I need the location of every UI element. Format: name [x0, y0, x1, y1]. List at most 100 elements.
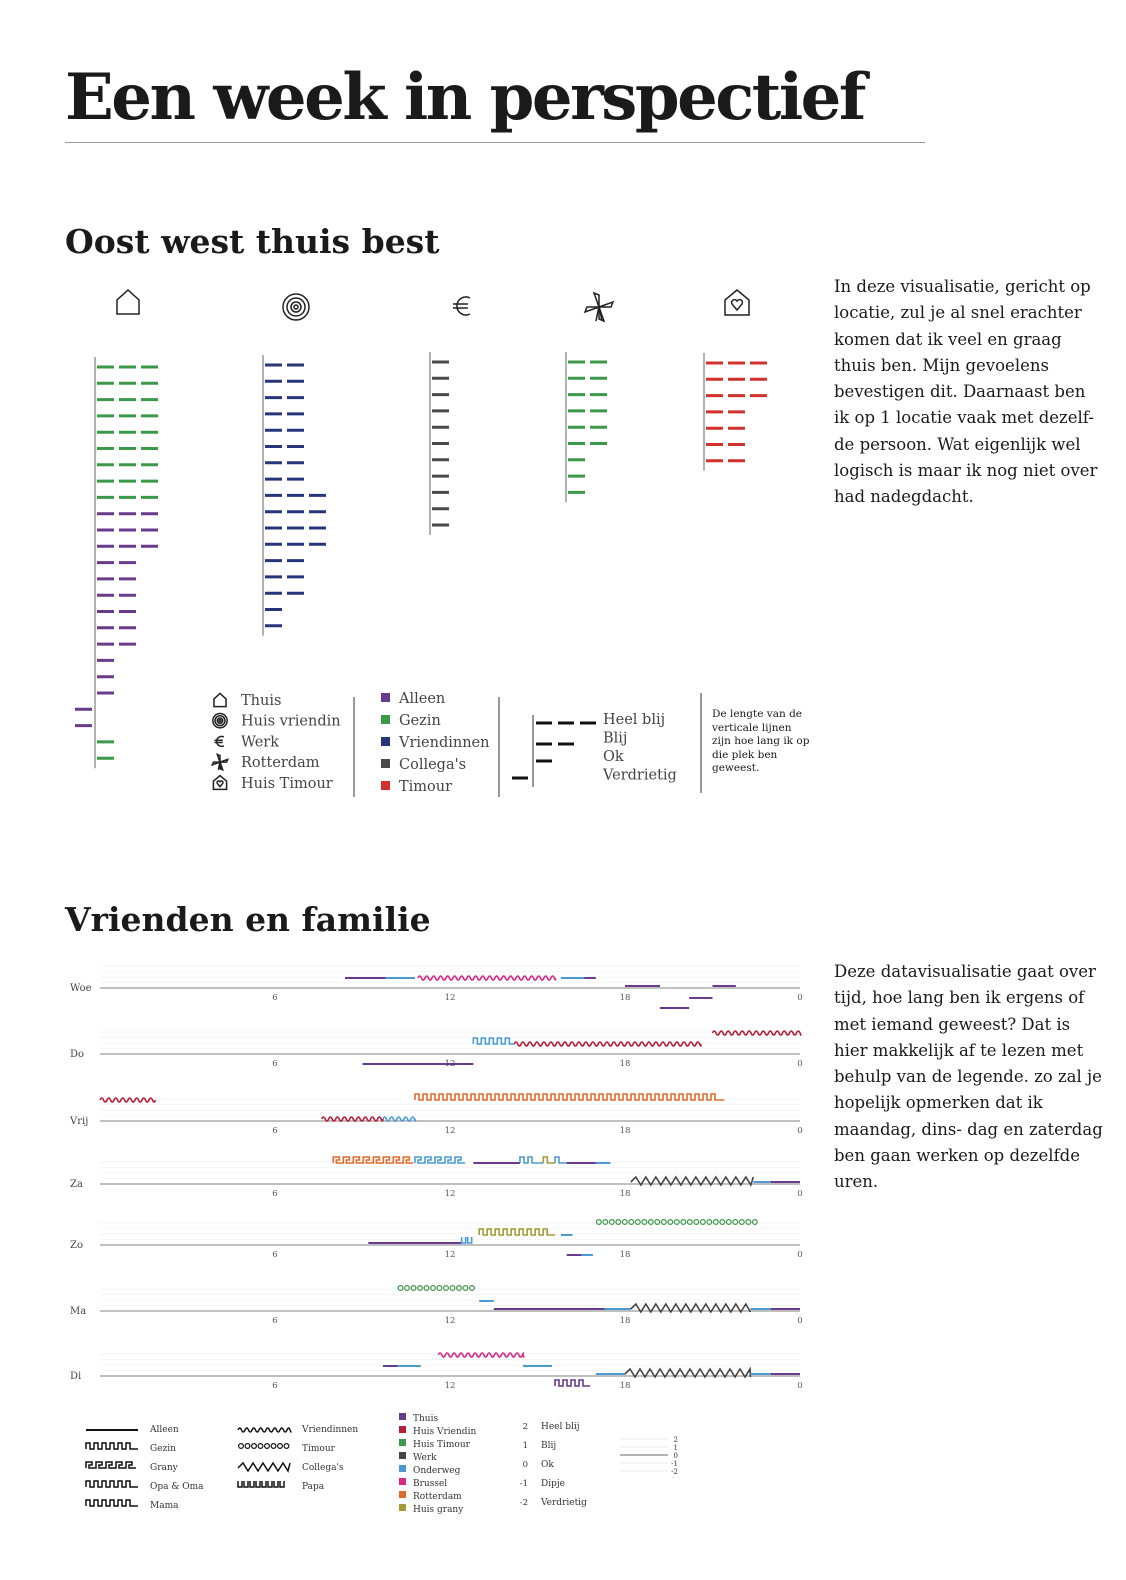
circle-mark: [404, 1285, 411, 1292]
tick-label: 0: [797, 1189, 802, 1199]
tick-label: 18: [620, 1381, 631, 1391]
timeline-segment: [462, 1237, 474, 1243]
legend-pattern-label: Alleen: [149, 1425, 179, 1435]
target-icon: [282, 293, 310, 321]
timeline-segment: [478, 1228, 555, 1236]
timeline-segment: [542, 1156, 555, 1164]
tick-label: 18: [620, 1189, 631, 1199]
circle-mark: [667, 1219, 674, 1226]
timeline-segment: [332, 1156, 414, 1164]
circle-mark: [745, 1219, 752, 1226]
icon-part: [282, 293, 310, 321]
legend-color-swatch: [381, 715, 390, 724]
circle-mark: [430, 1285, 437, 1292]
circle-mark: [417, 1285, 424, 1292]
legend-mood-label: Blij: [603, 731, 627, 747]
day-label: Woe: [70, 983, 92, 994]
legend-pattern-label: Gezin: [150, 1444, 176, 1454]
circle-mark: [706, 1219, 713, 1226]
legend-person-label: Collega's: [399, 757, 466, 773]
legend-pattern-sample: [85, 1499, 138, 1507]
legend-mood-label: Heel blij: [541, 1422, 580, 1432]
legend-color-swatch: [381, 737, 390, 746]
legend-mood-label: Verdrietig: [540, 1498, 587, 1508]
section2-heading: Vrienden en familie: [65, 900, 431, 939]
legend-place-label: Thuis: [413, 1414, 438, 1424]
circle-mark: [270, 1443, 277, 1450]
circle-mark: [732, 1219, 739, 1226]
circle-mark: [693, 1219, 700, 1226]
legend-person-label: Gezin: [399, 713, 441, 729]
circle-mark: [410, 1285, 417, 1292]
tick-label: 12: [445, 1316, 456, 1326]
legend-color-swatch: [381, 693, 390, 702]
circle-mark: [680, 1219, 687, 1226]
icon-part: [216, 717, 224, 725]
legend-place-label: Huis Timour: [413, 1440, 471, 1450]
circle-mark: [634, 1219, 641, 1226]
legend-mood-label: Verdrietig: [602, 768, 677, 784]
tick-label: 6: [272, 1250, 277, 1260]
icon-part: [583, 291, 615, 323]
legend-place-label: Huis Vriendin: [413, 1427, 476, 1437]
circle-mark: [673, 1219, 680, 1226]
tick-label: 12: [445, 993, 456, 1003]
legend-mood-value: 1: [523, 1441, 528, 1451]
timeline-segment: [437, 1352, 525, 1358]
circle-mark: [602, 1219, 609, 1226]
scale-label: 1: [674, 1444, 678, 1452]
legend-pattern-sample: [85, 1442, 138, 1450]
day-label: Do: [70, 1049, 84, 1060]
legend-pattern-label: Collega's: [302, 1463, 344, 1473]
tick-label: 12: [445, 1381, 456, 1391]
legend-pattern-label: Opa & Oma: [150, 1482, 204, 1492]
circle-mark: [725, 1219, 732, 1226]
section1-text: In deze visualisatie, gericht op locatie…: [834, 277, 1098, 507]
legend-color-swatch: [399, 1439, 406, 1446]
legend-color-swatch: [381, 781, 390, 790]
icon-part: [212, 712, 228, 729]
circle-mark: [251, 1443, 258, 1450]
timeline-segment: [711, 1030, 802, 1036]
circle-mark: [719, 1219, 726, 1226]
legend-color-swatch: [399, 1452, 406, 1459]
timeline-segment: [595, 1219, 758, 1226]
legend-mood-label: Blij: [541, 1441, 556, 1451]
icon-part: [290, 301, 302, 313]
circle-mark: [712, 1219, 719, 1226]
tick-label: 0: [797, 1126, 802, 1136]
icon-part: [214, 715, 226, 727]
legend-pattern-sample: [237, 1461, 291, 1473]
title-divider: [65, 142, 925, 143]
icon-part: [215, 735, 225, 748]
circle-mark: [621, 1219, 628, 1226]
legend-mood-label: Heel blij: [603, 712, 665, 728]
legend-person-label: Alleen: [398, 691, 445, 707]
legend-pattern-label: Timour: [302, 1444, 336, 1454]
scale-label: -2: [671, 1468, 678, 1476]
legend-mood-label: Ok: [603, 749, 624, 765]
legend-place-label: Huis Timour: [241, 776, 333, 792]
house-icon: [213, 692, 227, 708]
legend-place-label: Thuis: [241, 693, 281, 709]
legend-mood-label: Dipje: [541, 1479, 565, 1489]
circle-mark: [449, 1285, 456, 1292]
tick-label: 12: [445, 1250, 456, 1260]
icon-part: [286, 297, 306, 317]
timeline-segment: [414, 1156, 465, 1164]
legend-place-label: Brussel: [413, 1479, 447, 1489]
circle-mark: [641, 1219, 648, 1226]
tick-label: 0: [797, 1381, 802, 1391]
legend-note: De lengte van de verticale lijnen zijn h…: [712, 708, 810, 774]
circle-mark: [608, 1219, 615, 1226]
location-diagram: Thuis Huis vriendin Werk Rotterdam Huis Timo…: [75, 288, 767, 797]
icon-part: [210, 753, 230, 772]
timeline-segment: [513, 1041, 702, 1047]
circle-mark: [443, 1285, 450, 1292]
euro-icon: [214, 735, 225, 748]
legend-place-label: Onderweg: [413, 1466, 461, 1476]
legend-color-swatch: [399, 1478, 406, 1485]
timeline-segment: [554, 1156, 567, 1164]
day-label: Vrij: [69, 1116, 88, 1127]
legend-pattern-sample: [85, 1461, 136, 1469]
